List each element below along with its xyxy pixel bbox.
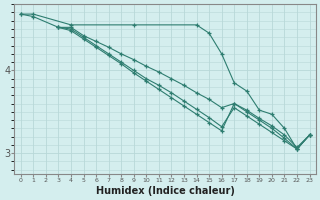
X-axis label: Humidex (Indice chaleur): Humidex (Indice chaleur) xyxy=(96,186,235,196)
